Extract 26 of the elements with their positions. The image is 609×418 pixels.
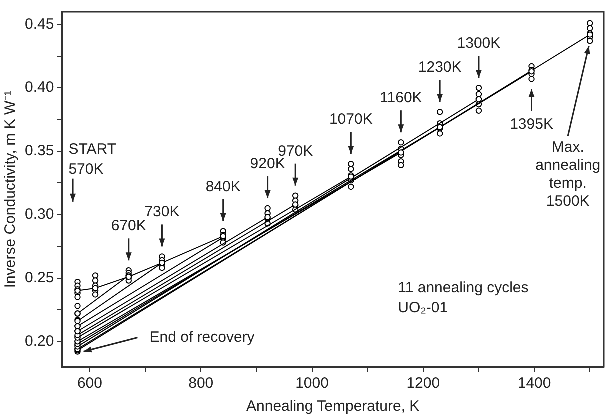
- annotation: 1070K: [329, 111, 373, 128]
- y-tick-label: 0.45: [24, 16, 54, 33]
- annotation: 1300K: [457, 35, 501, 52]
- annotation: 1160K: [380, 90, 422, 107]
- x-tick-label: 600: [77, 375, 102, 392]
- annotation: Max. annealing temp. 1500K: [536, 139, 601, 210]
- y-axis-title: Inverse Conductivity, m K W⁻¹: [2, 90, 20, 288]
- annotation: 1230K: [418, 59, 462, 76]
- annotation: End of recovery: [150, 328, 256, 346]
- y-tick-label: 0.40: [24, 79, 54, 96]
- annotation: 840K: [206, 178, 241, 196]
- x-tick-label: 1200: [406, 375, 440, 392]
- x-tick-label: 1000: [296, 375, 329, 392]
- x-tick-label: 1400: [518, 375, 552, 392]
- y-tick-label: 0.30: [24, 206, 54, 223]
- annotation: 670K: [111, 218, 146, 235]
- y-tick-label: 0.20: [24, 332, 54, 350]
- annotation: 920K: [250, 156, 286, 173]
- x-tick-label: 800: [188, 375, 214, 392]
- y-tick-label: 0.35: [24, 142, 54, 160]
- annotation: 1395K: [510, 116, 554, 134]
- annotation: START 570K: [68, 140, 116, 178]
- annotation: 11 annealing cycles UO₂-01: [398, 279, 529, 316]
- annotation: 730K: [144, 204, 180, 221]
- x-axis-title: Annealing Temperature, K: [246, 398, 420, 416]
- y-tick-label: 0.25: [24, 269, 54, 286]
